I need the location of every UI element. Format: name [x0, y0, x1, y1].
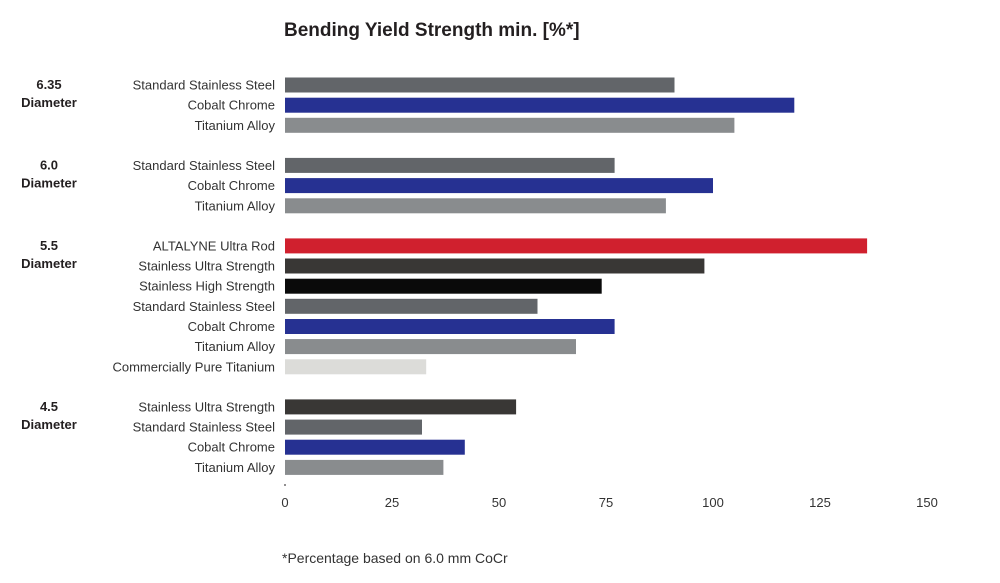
group-label: 6.0 Diameter: [21, 157, 77, 190]
bar: [285, 399, 517, 415]
bar: [285, 359, 427, 375]
bar-label: Standard Stainless Steel: [133, 299, 275, 314]
footnote: *Percentage based on 6.0 mm CoCr: [282, 550, 508, 566]
bar: [285, 319, 615, 334]
bar: [285, 258, 705, 274]
x-tick-label: 150: [916, 495, 938, 510]
bar: [285, 117, 735, 133]
bar: [285, 178, 713, 194]
bar-groups: 6.35 Diameter Standard Stainless Steel Coba…: [21, 77, 868, 475]
bar: [285, 278, 602, 294]
bar-group: 4.5 Diameter Stainless Ultra Strength Stand…: [21, 399, 517, 475]
bar: [285, 298, 538, 314]
bar-label: Stainless Ultra Strength: [138, 259, 275, 274]
bar-label: Titanium Alloy: [195, 198, 276, 213]
bar-group: 5.5 Diameter ALTALYNE Ultra Rod Stainless U…: [21, 238, 868, 375]
x-tick-label: 25: [385, 495, 399, 510]
bar-label: Cobalt Chrome: [188, 440, 275, 455]
bar-label: Cobalt Chrome: [188, 319, 275, 334]
bar-label: Cobalt Chrome: [188, 98, 275, 113]
bar-label: ALTALYNE Ultra Rod: [153, 238, 275, 253]
bar-label: Commercially Pure Titanium: [112, 359, 275, 374]
bar-group: 6.0 Diameter Standard Stainless Steel Cobal…: [21, 157, 713, 214]
bar-label: Titanium Alloy: [195, 460, 276, 475]
chart-title: Bending Yield Strength min. [%*]: [284, 20, 580, 41]
bar: [285, 198, 666, 214]
x-tick-label: 125: [809, 495, 831, 510]
bar-group: 6.35 Diameter Standard Stainless Steel Coba…: [21, 77, 795, 133]
bar: [285, 77, 675, 93]
bar-label: Stainless Ultra Strength: [138, 399, 275, 414]
x-tick-label: 50: [492, 495, 506, 510]
bar: [285, 419, 422, 435]
bar-label: Titanium Alloy: [195, 118, 276, 133]
x-tick-label: 100: [702, 495, 724, 510]
bar: [285, 238, 868, 254]
bar-label: Standard Stainless Steel: [133, 158, 275, 173]
bar: [285, 339, 576, 355]
x-tick-label: 0: [281, 495, 288, 510]
bar: [285, 157, 615, 173]
bar-label: Cobalt Chrome: [188, 178, 275, 193]
bar-label: Titanium Alloy: [195, 339, 276, 354]
bar: [285, 97, 795, 113]
bar: [285, 459, 444, 475]
group-label: 4.5 Diameter: [21, 399, 77, 432]
group-label: 6.35 Diameter: [21, 77, 77, 110]
group-label: 5.5 Diameter: [21, 238, 77, 271]
x-axis-ticks: 0 25 50 75 100 125 150: [281, 495, 937, 510]
bar-label: Standard Stainless Steel: [133, 78, 275, 93]
bar-label: Stainless High Strength: [139, 279, 275, 294]
bar: [285, 439, 465, 455]
bar-label: Standard Stainless Steel: [133, 420, 275, 435]
x-tick-label: 75: [599, 495, 613, 510]
